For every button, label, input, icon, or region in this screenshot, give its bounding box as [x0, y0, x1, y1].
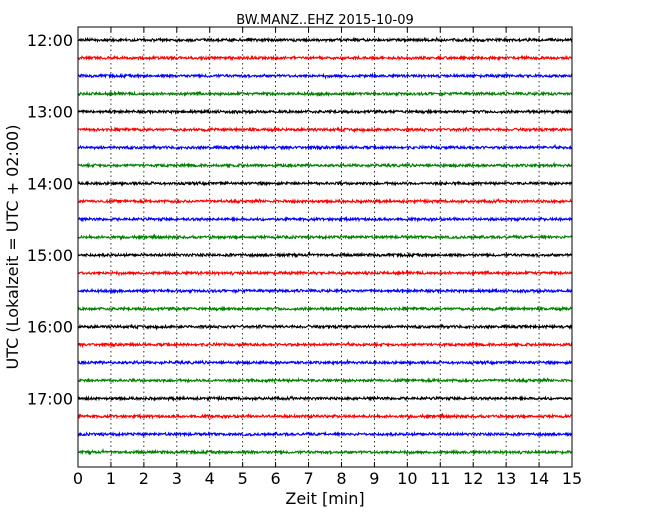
- trace-line: [77, 395, 573, 402]
- trace-line: [77, 358, 573, 367]
- x-tick-label: 15: [562, 469, 582, 488]
- trace-line: [77, 412, 573, 420]
- trace-line: [77, 126, 573, 134]
- x-tick-label: 3: [172, 469, 182, 488]
- x-tick-label: 12: [463, 469, 483, 488]
- trace-line: [77, 323, 573, 331]
- y-tick-label: 13:00: [27, 103, 73, 122]
- x-tick-label: 4: [205, 469, 215, 488]
- trace-line: [77, 430, 573, 438]
- chart-title: BW.MANZ..EHZ 2015-10-09: [236, 13, 414, 28]
- trace-line: [77, 287, 573, 295]
- seismogram-traces: [77, 36, 573, 457]
- trace-line: [77, 72, 573, 80]
- trace-line: [77, 108, 573, 116]
- x-tick-label: 8: [336, 469, 346, 488]
- x-tick-label: 0: [73, 469, 83, 488]
- x-axis-ticks: 0 1 2 3 4 5 6 7 8 9 10 11 12 13 14 15: [73, 27, 582, 488]
- y-tick-label: 15:00: [27, 246, 73, 265]
- y-tick-label: 12:00: [27, 31, 73, 50]
- trace-line: [77, 179, 573, 187]
- y-axis-ticks: 12:00 13:00 14:00 15:00 16:00 17:00: [27, 31, 572, 408]
- trace-line: [77, 447, 573, 457]
- x-tick-label: 11: [430, 469, 450, 488]
- trace-line: [77, 161, 573, 169]
- grid-lines: [110, 27, 540, 467]
- trace-line: [77, 215, 573, 223]
- plot-frame: [77, 26, 573, 468]
- x-tick-label: 6: [271, 469, 281, 488]
- trace-line: [77, 36, 573, 44]
- x-tick-label: 1: [106, 469, 116, 488]
- trace-line: [77, 197, 573, 205]
- trace-line: [77, 54, 573, 62]
- trace-line: [77, 305, 573, 313]
- y-axis-label: UTC (Lokalzeit = UTC + 02:00): [3, 125, 22, 370]
- trace-line: [77, 143, 573, 152]
- y-tick-label: 16:00: [27, 318, 73, 337]
- trace-line: [77, 376, 573, 384]
- x-tick-label: 9: [369, 469, 379, 488]
- y-tick-label: 14:00: [27, 174, 73, 193]
- x-tick-label: 2: [139, 469, 149, 488]
- trace-line: [77, 90, 573, 98]
- x-tick-label: 10: [397, 469, 417, 488]
- x-axis-label: Zeit [min]: [285, 489, 364, 508]
- y-tick-label: 17:00: [27, 389, 73, 408]
- x-tick-label: 7: [303, 469, 313, 488]
- trace-line: [77, 233, 573, 241]
- x-tick-label: 13: [496, 469, 516, 488]
- trace-line: [77, 250, 573, 259]
- x-tick-label: 14: [529, 469, 549, 488]
- trace-line: [77, 269, 573, 278]
- x-tick-label: 5: [238, 469, 248, 488]
- trace-line: [77, 340, 573, 349]
